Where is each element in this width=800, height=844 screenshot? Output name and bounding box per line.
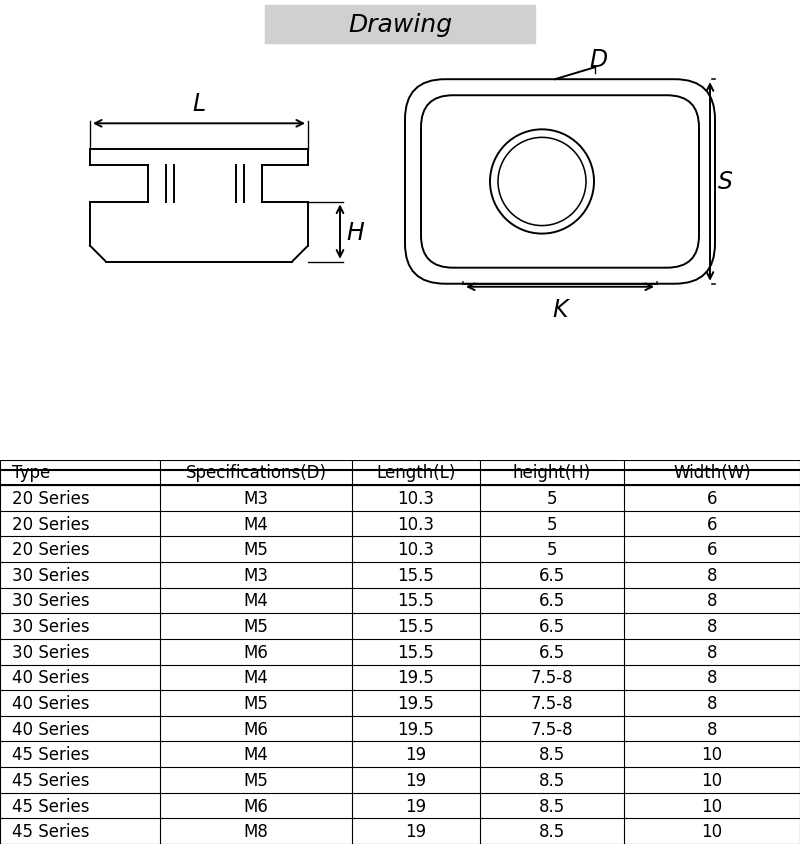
Text: 8: 8 — [706, 592, 718, 609]
Text: 30 Series: 30 Series — [12, 618, 90, 636]
Text: M4: M4 — [243, 515, 269, 533]
Text: M5: M5 — [243, 695, 269, 712]
Text: 10.3: 10.3 — [398, 490, 434, 507]
FancyBboxPatch shape — [421, 96, 699, 268]
Text: 20 Series: 20 Series — [12, 541, 90, 559]
Text: 19: 19 — [406, 745, 426, 763]
Text: 8: 8 — [706, 643, 718, 661]
Text: 45 Series: 45 Series — [12, 771, 90, 789]
Text: 30 Series: 30 Series — [12, 566, 90, 584]
Text: 8.5: 8.5 — [539, 797, 565, 814]
Text: 19: 19 — [406, 771, 426, 789]
Text: M6: M6 — [243, 643, 269, 661]
Text: 15.5: 15.5 — [398, 566, 434, 584]
Text: 6: 6 — [706, 515, 718, 533]
Text: 10: 10 — [702, 822, 722, 840]
FancyBboxPatch shape — [265, 6, 535, 44]
Text: 45 Series: 45 Series — [12, 797, 90, 814]
Text: 5: 5 — [546, 515, 558, 533]
Text: M4: M4 — [243, 668, 269, 686]
Text: K: K — [552, 297, 568, 322]
Text: 20 Series: 20 Series — [12, 490, 90, 507]
Text: 6.5: 6.5 — [539, 618, 565, 636]
Text: 10.3: 10.3 — [398, 541, 434, 559]
Text: 10: 10 — [702, 797, 722, 814]
Text: 8.5: 8.5 — [539, 771, 565, 789]
Text: 19.5: 19.5 — [398, 695, 434, 712]
Text: M6: M6 — [243, 797, 269, 814]
Text: 8: 8 — [706, 720, 718, 738]
Text: 19: 19 — [406, 822, 426, 840]
Text: M5: M5 — [243, 618, 269, 636]
Text: 7.5-8: 7.5-8 — [530, 668, 574, 686]
Text: Type: Type — [12, 464, 50, 482]
Text: Drawing: Drawing — [348, 13, 452, 37]
Text: 19.5: 19.5 — [398, 720, 434, 738]
Text: D: D — [589, 48, 607, 72]
Text: 40 Series: 40 Series — [12, 695, 90, 712]
Text: 8: 8 — [706, 618, 718, 636]
Text: 40 Series: 40 Series — [12, 720, 90, 738]
Text: 8: 8 — [706, 566, 718, 584]
Text: 30 Series: 30 Series — [12, 592, 90, 609]
Text: 5: 5 — [546, 490, 558, 507]
Text: 6.5: 6.5 — [539, 566, 565, 584]
Text: 7.5-8: 7.5-8 — [530, 695, 574, 712]
Text: 6.5: 6.5 — [539, 643, 565, 661]
Text: height(H): height(H) — [513, 464, 591, 482]
Text: 19.5: 19.5 — [398, 668, 434, 686]
Text: M4: M4 — [243, 592, 269, 609]
Text: 15.5: 15.5 — [398, 643, 434, 661]
Text: 8: 8 — [706, 668, 718, 686]
Text: M3: M3 — [243, 490, 269, 507]
Text: S: S — [718, 170, 733, 194]
Text: 8.5: 8.5 — [539, 822, 565, 840]
Text: M6: M6 — [243, 720, 269, 738]
Text: 7.5-8: 7.5-8 — [530, 720, 574, 738]
Text: 6: 6 — [706, 541, 718, 559]
Text: M3: M3 — [243, 566, 269, 584]
Text: 10.3: 10.3 — [398, 515, 434, 533]
Text: 20 Series: 20 Series — [12, 515, 90, 533]
Text: Length(L): Length(L) — [376, 464, 456, 482]
Text: H: H — [346, 220, 364, 244]
Text: 10: 10 — [702, 745, 722, 763]
Text: 15.5: 15.5 — [398, 592, 434, 609]
Text: 19: 19 — [406, 797, 426, 814]
Text: L: L — [193, 92, 206, 116]
Text: 15.5: 15.5 — [398, 618, 434, 636]
Text: M5: M5 — [243, 541, 269, 559]
Text: 6: 6 — [706, 490, 718, 507]
Text: 6.5: 6.5 — [539, 592, 565, 609]
Text: 5: 5 — [546, 541, 558, 559]
Text: 45 Series: 45 Series — [12, 745, 90, 763]
FancyBboxPatch shape — [405, 80, 715, 284]
Text: 8: 8 — [706, 695, 718, 712]
Text: Width(W): Width(W) — [673, 464, 751, 482]
Text: 10: 10 — [702, 771, 722, 789]
Text: 30 Series: 30 Series — [12, 643, 90, 661]
Text: 45 Series: 45 Series — [12, 822, 90, 840]
Text: M4: M4 — [243, 745, 269, 763]
Text: 40 Series: 40 Series — [12, 668, 90, 686]
Text: Specifications(D): Specifications(D) — [186, 464, 326, 482]
Text: M8: M8 — [243, 822, 269, 840]
Text: 8.5: 8.5 — [539, 745, 565, 763]
Text: M5: M5 — [243, 771, 269, 789]
